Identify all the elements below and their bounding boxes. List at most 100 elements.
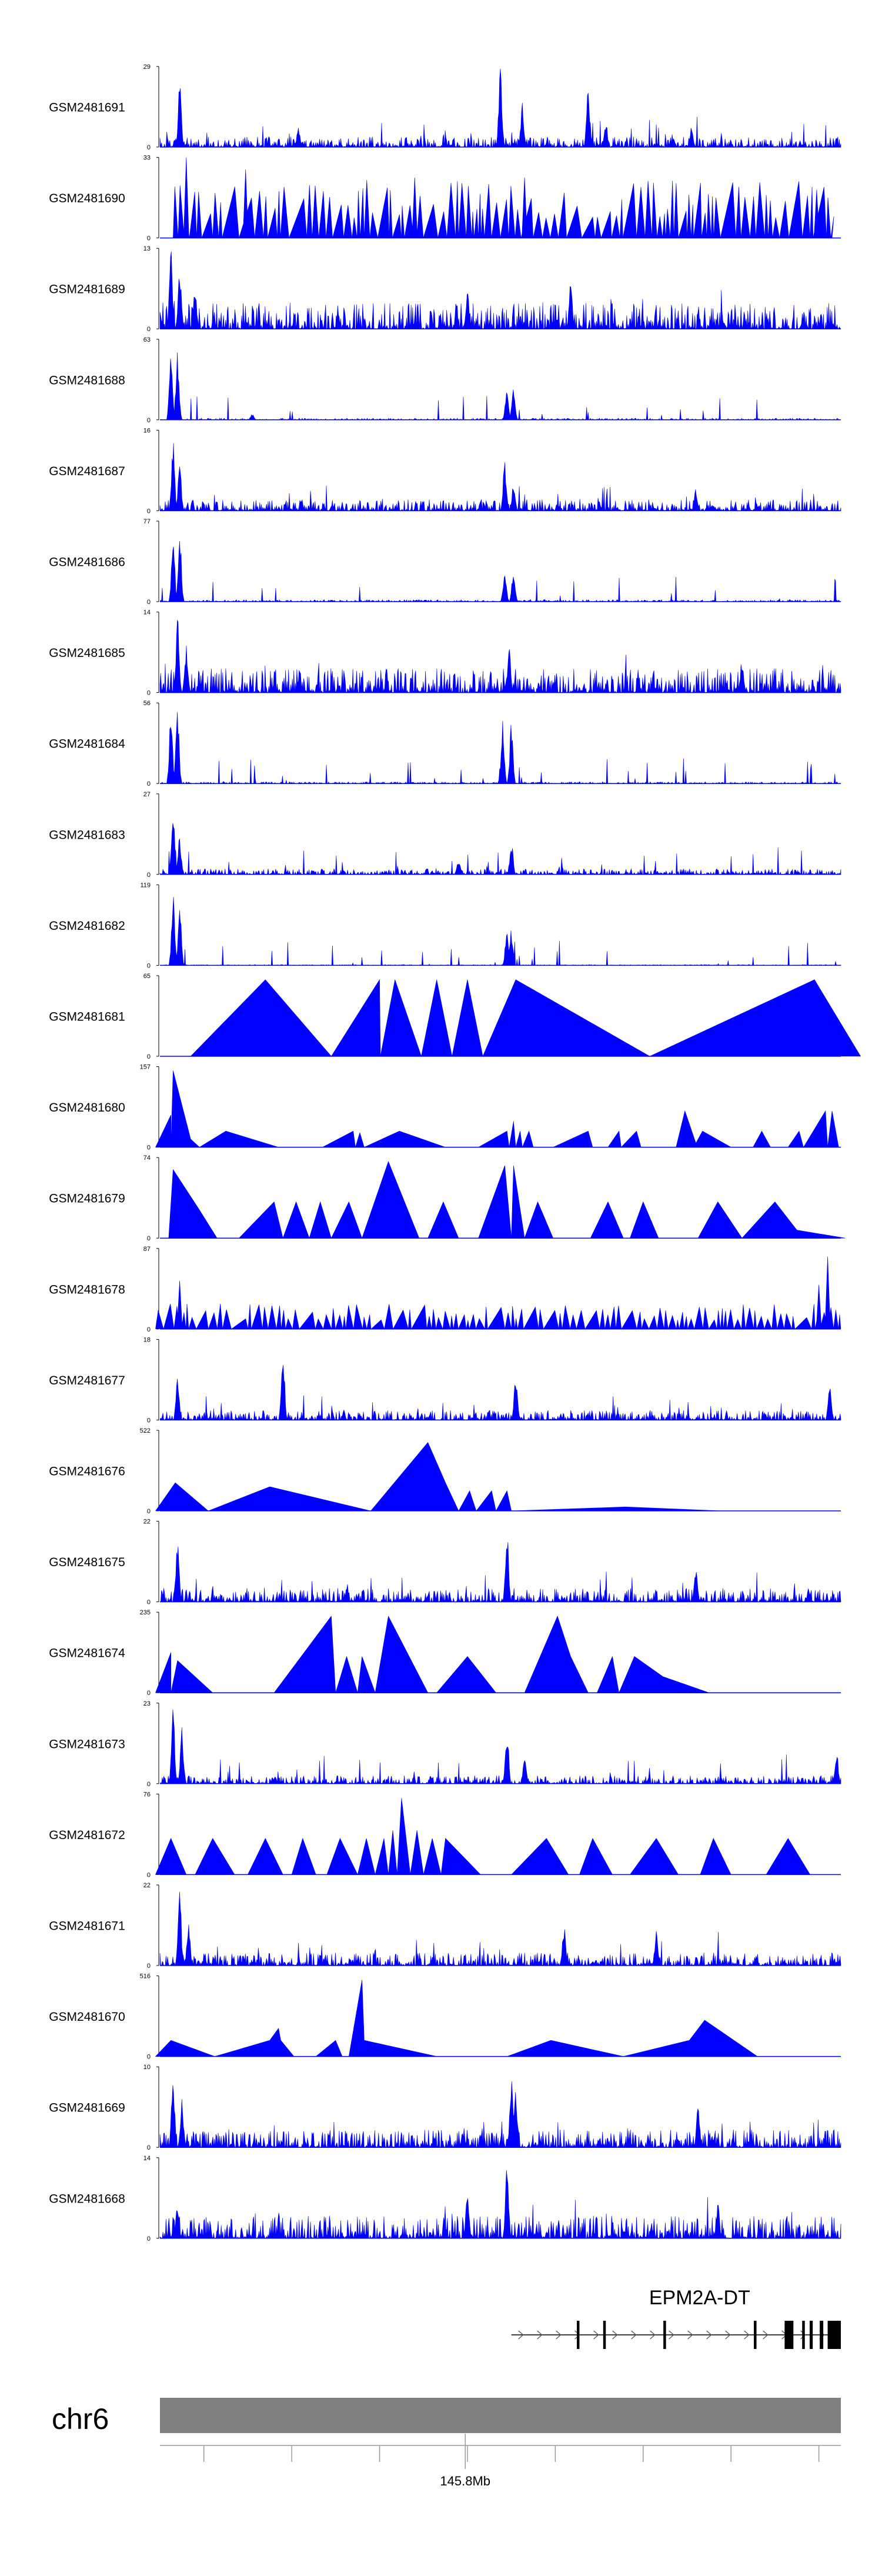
y-tick-label-zero: 0: [147, 508, 151, 515]
track-label: GSM2481683: [49, 828, 125, 842]
track-GSM2481673: GSM2481673 23 0: [49, 1700, 841, 1788]
signal-area: [155, 1798, 811, 1876]
track-label: GSM2481676: [49, 1465, 125, 1479]
track-GSM2481687: GSM2481687 16 0: [49, 427, 841, 515]
track-label: GSM2481669: [49, 2101, 125, 2115]
track-GSM2481688: GSM2481688 63 0: [49, 336, 841, 424]
y-tick-label-max: 74: [143, 1154, 151, 1162]
track-label: GSM2481689: [49, 283, 125, 296]
y-tick-label-zero: 0: [147, 2235, 151, 2243]
track-label: GSM2481688: [49, 373, 125, 387]
track-GSM2481691: GSM2481691 29 0: [49, 64, 841, 151]
y-tick-label-max: 13: [143, 245, 151, 252]
y-tick-label-zero: 0: [147, 1963, 151, 1970]
y-tick-label-zero: 0: [147, 1235, 151, 1242]
track-GSM2481677: GSM2481677 18 0: [49, 1336, 841, 1424]
track-GSM2481680: GSM2481680 157 0: [49, 1064, 841, 1152]
signal-area: [159, 2081, 841, 2148]
y-tick-label-zero: 0: [147, 1053, 151, 1060]
track-GSM2481679: GSM2481679 74 0: [49, 1154, 846, 1242]
y-tick-label-zero: 0: [147, 1508, 151, 1515]
y-tick-label-max: 76: [143, 1791, 151, 1798]
track-label: GSM2481681: [49, 1010, 125, 1024]
y-tick-label-zero: 0: [147, 2144, 151, 2151]
y-tick-label-zero: 0: [147, 1599, 151, 1606]
track-GSM2481668: GSM2481668 14 0: [49, 2155, 841, 2243]
track-label: GSM2481686: [49, 556, 125, 569]
y-tick-label-zero: 0: [147, 1781, 151, 1788]
track-GSM2481684: GSM2481684 56 0: [49, 700, 841, 788]
ideogram-bar: [160, 2398, 841, 2433]
track-GSM2481670: GSM2481670 516 0: [49, 1973, 841, 2061]
y-tick-label-zero: 0: [147, 1690, 151, 1697]
y-tick-label-max: 522: [140, 1427, 151, 1434]
y-tick-label-max: 63: [143, 336, 151, 343]
gene-name: EPM2A-DT: [649, 2287, 750, 2309]
track-GSM2481683: GSM2481683 27 0: [49, 791, 841, 879]
exon-block: [820, 2321, 824, 2349]
chromosome-label: chr6: [52, 2403, 109, 2435]
track-label: GSM2481691: [49, 101, 125, 115]
signal-area: [155, 1070, 839, 1148]
y-tick-label-zero: 0: [147, 1417, 151, 1424]
track-GSM2481682: GSM2481682 119 0: [49, 882, 841, 969]
y-tick-label-zero: 0: [147, 235, 151, 242]
track-GSM2481686: GSM2481686 77 0: [49, 518, 841, 606]
y-tick-label-zero: 0: [147, 144, 151, 151]
y-tick-label-max: 29: [143, 64, 151, 71]
signal-area: [155, 1442, 723, 1511]
y-tick-label-max: 22: [143, 1882, 151, 1889]
exon-block: [802, 2321, 805, 2349]
y-tick-label-max: 27: [143, 791, 151, 798]
strand-arrow: [556, 2330, 562, 2340]
strand-arrow: [612, 2330, 618, 2340]
track-label: GSM2481680: [49, 1101, 125, 1115]
track-label: GSM2481679: [49, 1192, 125, 1206]
strand-arrow: [650, 2330, 656, 2340]
track-GSM2481675: GSM2481675 22 0: [49, 1519, 841, 1606]
y-tick-label-zero: 0: [147, 417, 151, 424]
y-tick-label-max: 22: [143, 1519, 151, 1526]
track-label: GSM2481677: [49, 1374, 125, 1387]
signal-area: [155, 1980, 759, 2057]
exon-block: [827, 2321, 841, 2349]
strand-arrow: [763, 2330, 769, 2340]
signal-area: [159, 1891, 841, 1967]
track-label: GSM2481687: [49, 465, 125, 478]
track-label: GSM2481678: [49, 1283, 125, 1296]
track-label: GSM2481682: [49, 919, 125, 933]
strand-arrow: [725, 2330, 731, 2340]
exon-block: [784, 2321, 794, 2349]
signal-area: [159, 620, 841, 693]
exon-block: [754, 2321, 757, 2349]
track-label: GSM2481668: [49, 2192, 125, 2205]
y-tick-label-max: 16: [143, 427, 151, 434]
y-tick-label-zero: 0: [147, 962, 151, 969]
y-tick-label-zero: 0: [147, 326, 151, 333]
track-GSM2481678: GSM2481678 87 0: [49, 1246, 841, 1333]
y-tick-label-max: 87: [143, 1246, 151, 1253]
strand-arrow: [706, 2330, 712, 2340]
track-label: GSM2481685: [49, 646, 125, 660]
track-GSM2481690: GSM2481690 33 0: [49, 155, 841, 242]
y-tick-label-zero: 0: [147, 872, 151, 879]
position-label: 145.8Mb: [440, 2474, 490, 2488]
signal-area: [159, 1709, 841, 1784]
y-tick-label-max: 10: [143, 2064, 151, 2071]
signal-area: [168, 1161, 846, 1239]
y-tick-label-max: 14: [143, 2155, 151, 2162]
exon-block: [663, 2321, 666, 2349]
y-tick-label-zero: 0: [147, 1144, 151, 1152]
signal-area: [159, 823, 841, 875]
track-GSM2481681: GSM2481681 65 0: [49, 973, 861, 1060]
track-label: GSM2481674: [49, 1647, 125, 1660]
y-tick-label-zero: 0: [147, 2054, 151, 2061]
track-label: GSM2481673: [49, 1737, 125, 1751]
y-tick-label-max: 56: [143, 700, 151, 707]
exon-block: [576, 2321, 580, 2349]
signal-area: [159, 443, 841, 512]
signal-area: [159, 1542, 841, 1603]
track-label: GSM2481672: [49, 1828, 125, 1842]
y-tick-label-zero: 0: [147, 690, 151, 697]
